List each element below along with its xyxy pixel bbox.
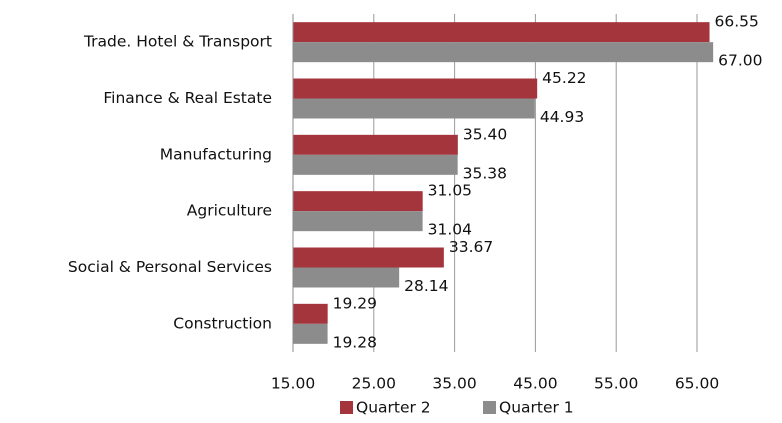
x-tick-label: 15.00 xyxy=(271,375,315,393)
value-label: 33.67 xyxy=(449,238,493,256)
bar xyxy=(293,134,458,155)
y-tick-label: Construction xyxy=(173,314,272,332)
y-tick-label: Manufacturing xyxy=(160,145,272,163)
bar xyxy=(293,98,535,119)
value-label: 35.38 xyxy=(463,164,507,182)
x-tick-label: 45.00 xyxy=(513,375,557,393)
value-label: 31.04 xyxy=(428,221,472,239)
legend-label: Quarter 1 xyxy=(499,399,574,417)
value-label: 31.05 xyxy=(428,182,472,200)
legend-swatch xyxy=(483,401,496,414)
bar xyxy=(293,42,714,63)
y-tick-label: Social & Personal Services xyxy=(68,258,272,276)
x-tick-label: 35.00 xyxy=(432,375,476,393)
bar xyxy=(293,211,423,232)
legend-swatch xyxy=(340,401,353,414)
value-label: 67.00 xyxy=(718,52,762,70)
value-label: 28.14 xyxy=(404,277,448,295)
value-label: 45.22 xyxy=(542,69,586,87)
value-label: 19.28 xyxy=(333,333,377,351)
x-tick-label: 55.00 xyxy=(594,375,638,393)
bar xyxy=(293,191,423,212)
x-tick-label: 25.00 xyxy=(352,375,396,393)
bar xyxy=(293,154,458,175)
legend-label: Quarter 2 xyxy=(356,399,431,417)
y-tick-label: Trade. Hotel & Transport xyxy=(83,33,272,51)
y-tick-label: Finance & Real Estate xyxy=(103,89,272,107)
bar xyxy=(293,78,538,99)
bar xyxy=(293,247,444,268)
bar xyxy=(293,22,710,43)
value-label: 44.93 xyxy=(540,108,584,126)
value-label: 35.40 xyxy=(463,125,507,143)
bar xyxy=(293,303,328,324)
x-tick-label: 65.00 xyxy=(675,375,719,393)
bar xyxy=(293,267,400,288)
value-label: 19.29 xyxy=(333,294,377,312)
y-tick-label: Agriculture xyxy=(187,202,272,220)
bar xyxy=(293,323,328,344)
value-label: 66.55 xyxy=(715,13,759,31)
